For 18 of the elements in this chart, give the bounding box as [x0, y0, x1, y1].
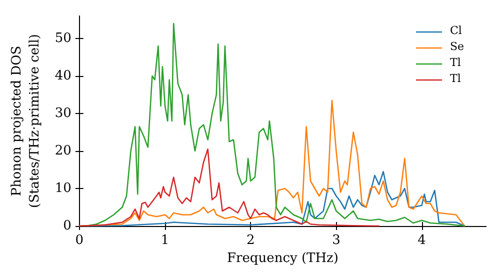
x-tick-label: 1 — [160, 233, 170, 248]
legend-label: Se — [450, 40, 464, 53]
y-axis-title: Phonon projected DOS (States/THz·primitive cell) — [10, 34, 42, 208]
legend-label: Cl — [450, 24, 462, 37]
y-tick-label: 20 — [54, 144, 72, 158]
x-tick-label: 0 — [75, 233, 84, 248]
x-tick-label: 3 — [332, 233, 340, 248]
y-tick-label: 0 — [63, 218, 72, 234]
x-tick-label: 4 — [418, 233, 426, 248]
x-axis-title: Frequency (THz) — [226, 250, 338, 266]
y-tick-label: 30 — [54, 106, 72, 121]
legend-label: Tl — [450, 72, 462, 85]
line-series — [78, 148, 380, 227]
x-tick-label: 2 — [246, 233, 255, 248]
y-tick-label: 40 — [54, 68, 72, 84]
y-tick-label: 50 — [54, 31, 72, 46]
legend-label: Tl — [450, 56, 462, 69]
y-tick-label: 10 — [54, 181, 72, 196]
